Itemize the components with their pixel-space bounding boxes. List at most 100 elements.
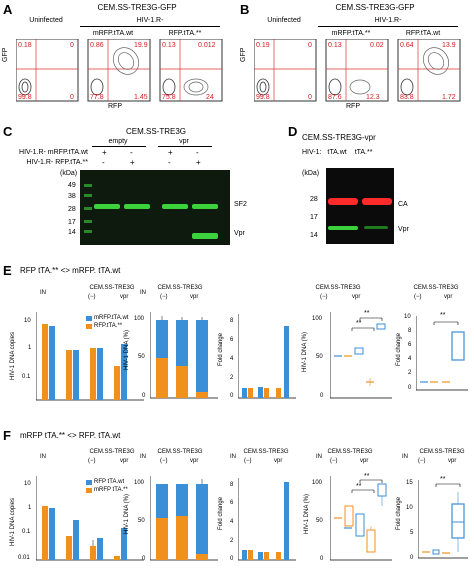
- a1-br: 0: [70, 94, 74, 101]
- panel-f-title: mRFP tTA.** <> RFP. tTA.wt: [20, 431, 121, 440]
- f1-yt2: 0.1: [22, 529, 31, 535]
- b1-tr: 0: [308, 42, 312, 49]
- f5-yt2: 5: [410, 530, 414, 536]
- b2-tr: 0.02: [370, 42, 384, 49]
- b3-tr: 13.9: [442, 42, 456, 49]
- panel-a-sub1: mRFP.tTA.wt: [92, 30, 134, 37]
- e1-ylabel: HIV-1 DNA copies: [10, 331, 16, 380]
- b3-tl: 0.64: [400, 42, 414, 49]
- f4-vpr: vpr: [360, 458, 369, 464]
- panel-a-hiv-line: [80, 26, 220, 27]
- panel-c-m49: 49: [68, 182, 76, 189]
- panel-a-ylabel: GFP: [2, 47, 9, 62]
- f3-yt1: 6: [230, 500, 234, 506]
- panel-c-band-sf2: SF2: [234, 201, 247, 208]
- f3-bar-chart: [238, 478, 296, 561]
- e4-yt1: 50: [316, 354, 323, 360]
- e5-minus: (−): [414, 294, 422, 300]
- e4-box-chart: [330, 312, 392, 399]
- a3-tl: 0.13: [162, 42, 176, 49]
- f4-in: IN: [316, 454, 322, 460]
- panel-b-title: CEM.SS-TRE3G-GFP: [335, 3, 415, 12]
- f2-yt1: 50: [138, 518, 145, 524]
- f3-yt3: 2: [230, 538, 234, 544]
- f5-in: IN: [402, 454, 408, 460]
- f1-minus: (−): [88, 458, 96, 464]
- f3-yt0: 8: [230, 482, 234, 488]
- e4-yt0: 100: [312, 316, 323, 322]
- panel-b-uninfected: Uninfected: [267, 17, 301, 24]
- e1-yt2: 0.1: [22, 374, 31, 380]
- e2-yt2: 0: [142, 393, 146, 399]
- f4-box-chart: [330, 476, 392, 561]
- f1-bar-chart: [36, 476, 144, 561]
- panel-d-kda: (kDa): [302, 170, 320, 177]
- f2-vpr: vpr: [190, 458, 199, 464]
- f1-legend2: mRFP tTA.**: [94, 487, 128, 493]
- f1-yt0: 10: [24, 481, 31, 487]
- panel-d-m17: 17: [310, 214, 318, 221]
- panel-b-sub2: RFP.tTA.wt: [405, 30, 441, 37]
- e5-yt5: 0: [408, 385, 412, 391]
- a1-tr: 0: [70, 42, 74, 49]
- f5-yt1: 10: [406, 505, 413, 511]
- e5-yt0: 10: [404, 314, 411, 320]
- panel-c-vpr: vpr: [179, 138, 189, 145]
- f4-yt2: 0: [320, 556, 324, 562]
- f2-yt2: 0: [142, 556, 146, 562]
- e3-yt2: 4: [230, 356, 234, 362]
- f2-minus: (−): [160, 458, 168, 464]
- f5-minus: (−): [418, 458, 426, 464]
- e5-ylabel: Fold change: [396, 332, 402, 366]
- panel-a-uninfected: Uninfected: [29, 17, 63, 24]
- panel-b-hiv: HIV-1.R-: [374, 17, 402, 24]
- e1-legend1: mRFP.tTA.wt: [94, 315, 129, 321]
- f1-legend1: RFP tTA.wt: [94, 479, 125, 485]
- e1-legend2: RFP.tTA.**: [94, 323, 123, 329]
- e1-yt0: 10: [24, 318, 31, 324]
- panel-d-m14: 14: [310, 232, 318, 239]
- f2-in: IN: [140, 454, 146, 460]
- e5-yt2: 6: [408, 342, 412, 348]
- panel-c-m38: 38: [68, 193, 76, 200]
- e4-minus: (−): [320, 294, 328, 300]
- panel-c-row1: HIV-1.R- mRFP.tTA.wt: [19, 149, 88, 156]
- f1-vpr: vpr: [120, 458, 129, 464]
- e5-cem: CEM.SS-TRE3G: [413, 285, 459, 291]
- panel-b-ylabel: GFP: [240, 47, 247, 62]
- a1-tl: 0.18: [18, 42, 32, 49]
- f2-stacked-bar-chart: [150, 476, 218, 561]
- panel-b-sub1: mRFP.tTA.**: [331, 30, 371, 37]
- panel-a-hiv: HIV-1.R-: [136, 17, 164, 24]
- f3-minus: (−): [244, 458, 252, 464]
- f2-ylabel: HIV-1 DNA (%): [124, 493, 130, 534]
- e2-in: IN: [140, 290, 146, 296]
- e1-legend-swatch2: [86, 324, 92, 329]
- panel-a-title: CEM.SS-TRE3G-GFP: [97, 3, 177, 12]
- panel-c-title: CEM.SS-TRE3G: [125, 127, 186, 136]
- e1-bar-chart: [36, 312, 144, 401]
- e5-vpr: vpr: [444, 294, 453, 300]
- f1-legend-swatch1: [86, 480, 92, 485]
- panel-a-xlabel: RFP: [108, 103, 122, 110]
- panel-d-gel: [326, 168, 394, 244]
- flow-plot-b3: [397, 39, 461, 102]
- panel-d-title: CEM.SS-TRE3G-vpr: [302, 133, 376, 142]
- e5-yt4: 2: [408, 370, 412, 376]
- e3-yt4: 0: [230, 393, 234, 399]
- f1-legend-swatch2: [86, 488, 92, 493]
- e3-yt1: 6: [230, 337, 234, 343]
- a2-tl: 0.86: [90, 42, 104, 49]
- a2-bl: 77.8: [90, 94, 104, 101]
- e1-vpr: vpr: [120, 294, 129, 300]
- e3-ylabel: Fold change: [218, 332, 224, 366]
- panel-d-m28: 28: [310, 196, 318, 203]
- a3-br: 24: [206, 94, 214, 101]
- panel-a-label: A: [3, 2, 13, 17]
- e4-sig2: **: [356, 320, 362, 327]
- f5-ylabel: Fold change: [396, 496, 402, 530]
- f5-vpr: vpr: [448, 458, 457, 464]
- f4-minus: (−): [330, 458, 338, 464]
- e4-sig1: **: [364, 310, 370, 317]
- f5-sig: **: [440, 476, 446, 483]
